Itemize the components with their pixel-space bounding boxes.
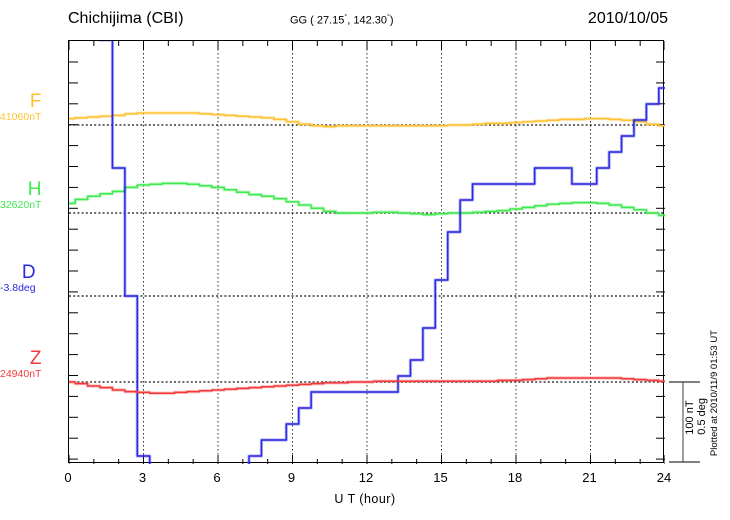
y-axis-ticks <box>69 61 665 460</box>
x-tick-label-3: 3 <box>138 470 147 485</box>
component-letter-h: H <box>27 179 42 200</box>
x-axis-title-unit: U T <box>334 492 356 506</box>
coord-prefix: GG ( <box>290 14 317 27</box>
component-letter-f: F <box>29 91 42 112</box>
geographic-coordinates: GG ( 27.15°, 142.30°) <box>290 14 394 27</box>
x-tick-label-15: 15 <box>433 470 448 485</box>
coord-suffix: ) <box>389 14 394 27</box>
component-baseline-h: 32620nT <box>0 199 42 211</box>
x-tick-label-6: 6 <box>213 470 221 485</box>
component-letter-d: D <box>21 262 36 283</box>
x-axis-title: U T (hour) <box>0 492 730 506</box>
x-axis-title-paren: (hour) <box>359 492 396 506</box>
observation-date: 2010/10/05 <box>587 10 668 27</box>
component-label-f: F 41060nT <box>0 92 41 124</box>
magnetogram-plot-area <box>68 40 665 464</box>
scale-bar-nt: 100 nT <box>684 400 696 435</box>
plotted-at-timestamp: Plotted at 2010/11/9 01:53 UT <box>709 330 720 457</box>
x-tick-label-21: 21 <box>582 470 597 485</box>
component-letter-z: Z <box>29 348 42 369</box>
component-baseline-d: -3.8deg <box>0 282 36 294</box>
latitude-value: 27.15 <box>316 14 345 27</box>
scale-bar-label: 100 nT 0.5 deg <box>684 398 708 435</box>
x-tick-label-24: 24 <box>656 470 672 485</box>
x-tick-label-0: 0 <box>64 470 72 485</box>
component-label-d: D -3.8deg <box>0 263 36 295</box>
data-traces <box>69 41 665 464</box>
x-tick-label-12: 12 <box>358 470 374 485</box>
plot-svg <box>69 41 665 464</box>
degree-symbol-lon: ° <box>387 14 390 21</box>
longitude-value: 142.30 <box>353 14 388 27</box>
x-axis-ticks <box>69 41 665 464</box>
coord-separator: , <box>347 14 354 27</box>
component-label-z: Z 24940nT <box>0 349 41 381</box>
scale-bar-deg: 0.5 deg <box>696 398 708 435</box>
x-tick-label-9: 9 <box>287 470 296 485</box>
component-baseline-z: 24940nT <box>0 368 42 380</box>
station-title: Chichijima (CBI) <box>68 10 184 27</box>
gridlines <box>143 41 591 464</box>
baseline-references <box>69 124 665 383</box>
component-baseline-f: 41060nT <box>0 111 42 123</box>
scale-bar <box>669 381 700 463</box>
x-tick-label-18: 18 <box>507 470 523 485</box>
component-label-h: H 32620nT <box>0 180 41 212</box>
degree-symbol-lat: ° <box>344 14 348 21</box>
